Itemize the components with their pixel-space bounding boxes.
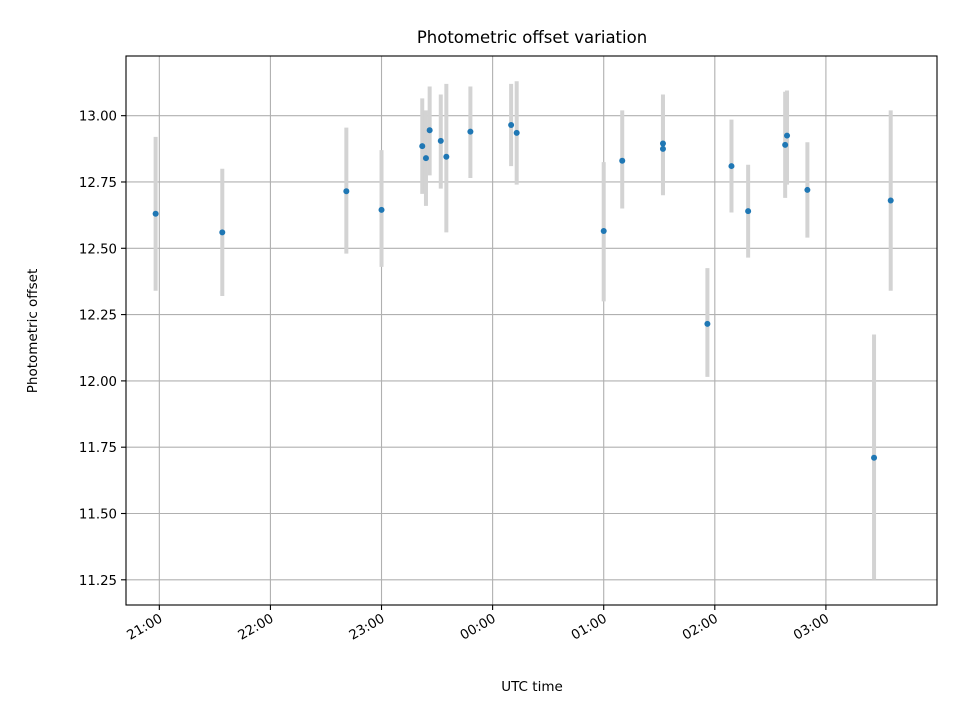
grid bbox=[126, 56, 937, 605]
data-point bbox=[659, 145, 666, 152]
data-point bbox=[508, 121, 515, 128]
data-point bbox=[728, 163, 735, 170]
data-points bbox=[152, 121, 894, 461]
y-tick-label: 11.25 bbox=[79, 574, 117, 589]
y-tick-label: 12.50 bbox=[79, 242, 117, 257]
data-point bbox=[804, 186, 811, 193]
data-point bbox=[619, 157, 626, 164]
y-tick-label: 12.25 bbox=[79, 309, 117, 324]
y-tick-label: 11.75 bbox=[79, 441, 117, 456]
data-point bbox=[419, 143, 426, 150]
data-point bbox=[659, 140, 666, 147]
data-point bbox=[745, 208, 752, 215]
data-point bbox=[422, 155, 429, 162]
data-point bbox=[887, 197, 894, 204]
data-point bbox=[152, 210, 159, 217]
data-point bbox=[343, 188, 350, 195]
plot-frame bbox=[125, 55, 938, 606]
data-point bbox=[467, 128, 474, 135]
y-axis-label: Photometric offset bbox=[25, 269, 41, 393]
y-tick-label: 12.00 bbox=[79, 375, 117, 390]
data-point bbox=[871, 454, 878, 461]
data-point bbox=[782, 141, 789, 148]
data-point bbox=[437, 137, 444, 144]
data-point bbox=[513, 129, 520, 136]
y-tick-label: 11.50 bbox=[79, 508, 117, 523]
chart-title: Photometric offset variation bbox=[417, 28, 647, 47]
data-point bbox=[600, 228, 607, 235]
x-axis-label: UTC time bbox=[501, 679, 563, 695]
data-point bbox=[426, 127, 433, 134]
data-point bbox=[784, 132, 791, 139]
y-tick-label: 13.00 bbox=[79, 110, 117, 125]
y-tick-label: 12.75 bbox=[79, 176, 117, 191]
data-point bbox=[378, 206, 385, 213]
data-point bbox=[219, 229, 226, 236]
data-point bbox=[443, 153, 450, 160]
data-point bbox=[704, 320, 711, 327]
